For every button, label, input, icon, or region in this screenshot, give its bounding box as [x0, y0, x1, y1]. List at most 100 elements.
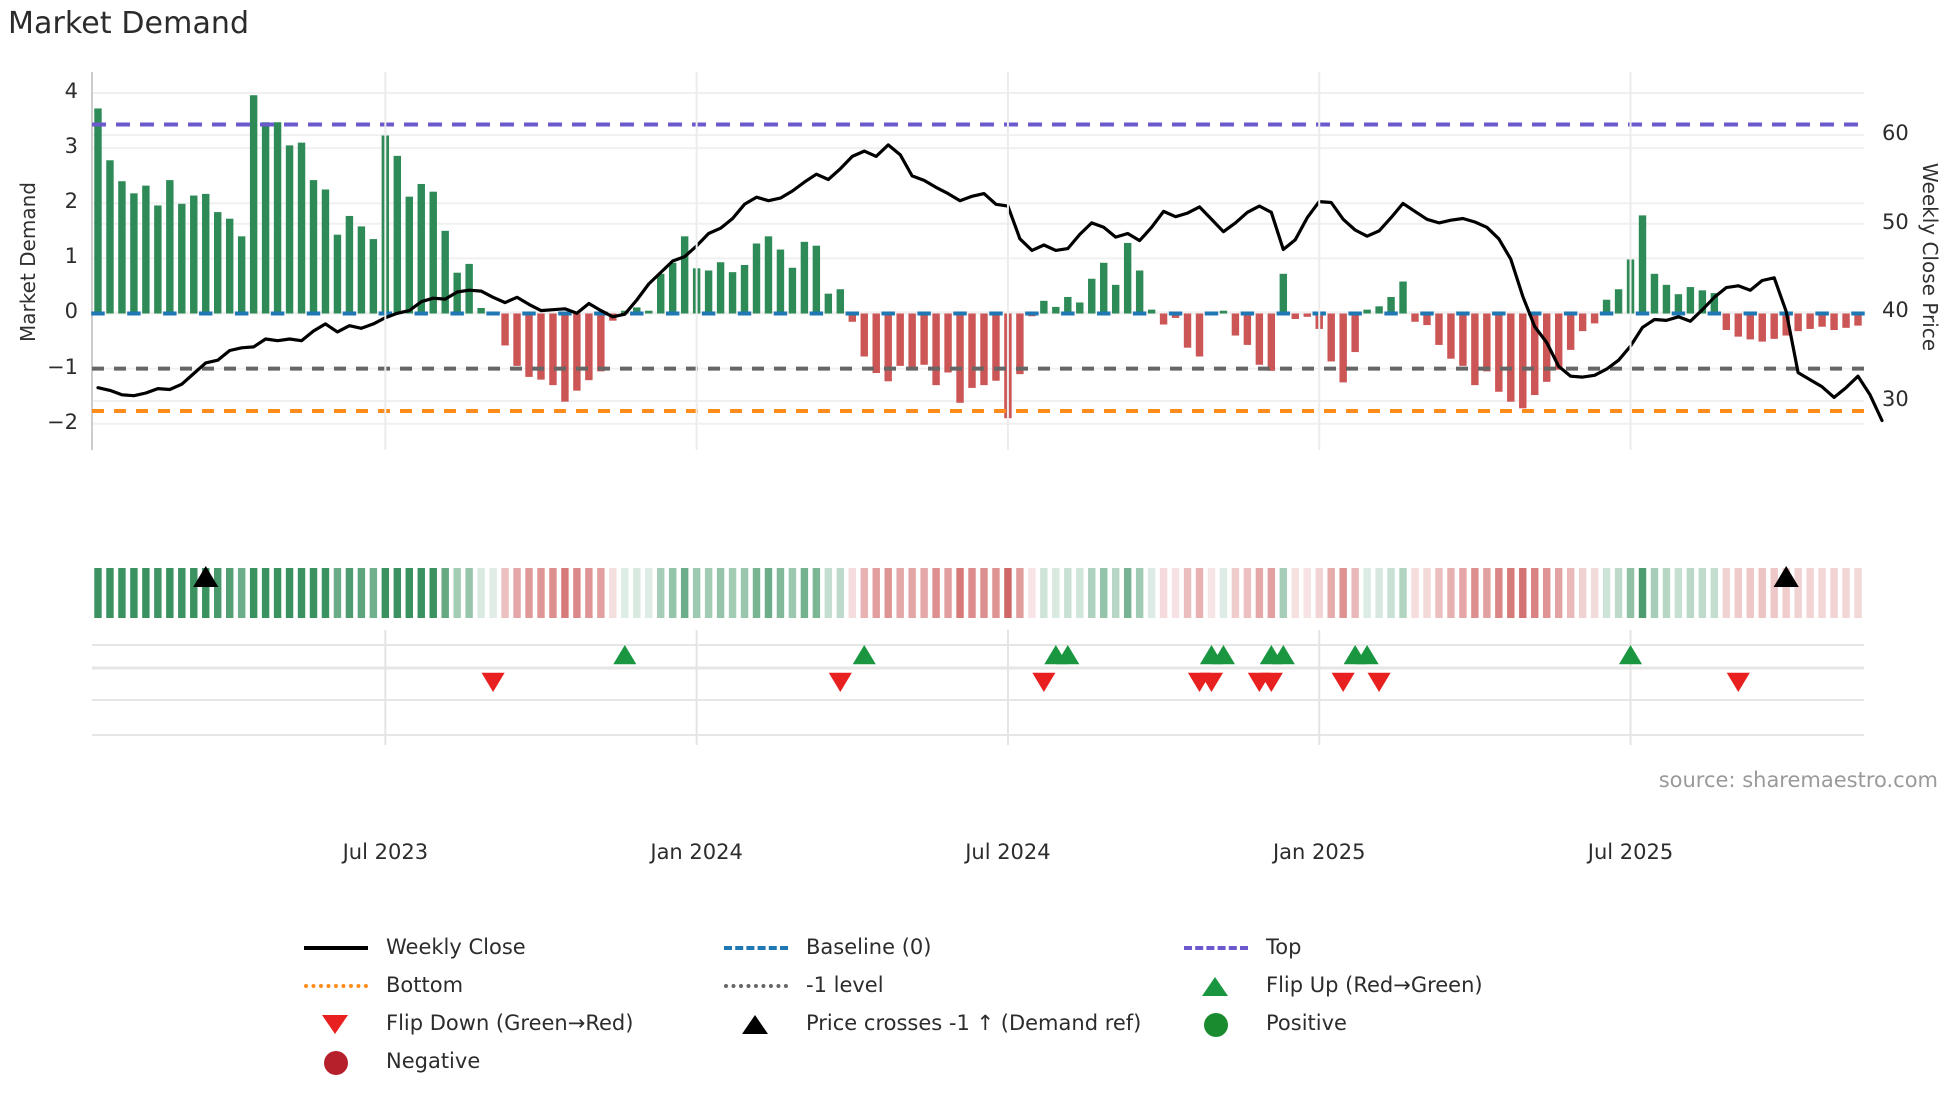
heatmap-cell — [800, 568, 809, 618]
heatmap-cell — [1686, 568, 1695, 618]
heatmap-cell — [190, 568, 198, 618]
heatmap-cell — [1064, 568, 1072, 618]
demand-bar — [369, 239, 378, 314]
heatmap-cell — [261, 568, 270, 618]
heatmap-cell — [1123, 568, 1132, 618]
demand-bar — [549, 313, 557, 386]
flip-up-marker — [613, 645, 637, 665]
heatmap-cell — [321, 568, 330, 618]
heatmap-cell — [1255, 568, 1264, 618]
heatmap-cell — [1830, 568, 1838, 618]
legend-label: Bottom — [386, 973, 464, 997]
demand-bar — [1770, 313, 1778, 339]
demand-bar — [285, 145, 294, 314]
y-tick-left: −1 — [47, 354, 78, 379]
heatmap-cell — [202, 568, 210, 618]
demand-bar — [261, 122, 270, 314]
flip-down-marker — [481, 672, 505, 692]
demand-bar — [561, 313, 569, 402]
legend-item[interactable]: Bottom — [300, 973, 720, 997]
heatmap-cell — [1531, 568, 1539, 618]
legend-label: Top — [1266, 935, 1302, 959]
legend-item[interactable]: Negative — [300, 1049, 720, 1075]
demand-bar — [1686, 287, 1695, 314]
heatmap-cell — [1734, 568, 1742, 618]
x-tick-label: Jul 2024 — [965, 840, 1051, 864]
heatmap-cell — [1159, 568, 1168, 618]
demand-bar — [800, 241, 809, 314]
legend-item[interactable]: Weekly Close — [300, 935, 720, 959]
heatmap-cell — [393, 568, 402, 618]
demand-bar — [776, 249, 785, 314]
heatmap-cell — [680, 568, 689, 618]
heatmap-cell — [1303, 568, 1311, 618]
demand-bar — [1231, 313, 1240, 336]
heatmap-cell — [1183, 568, 1192, 618]
heatmap-cell — [477, 568, 485, 618]
legend-item[interactable]: Flip Up (Red→Green) — [1180, 973, 1600, 997]
y-tick-left: 2 — [64, 189, 78, 214]
heatmap-cell — [549, 568, 557, 618]
demand-bar — [812, 245, 821, 314]
heatmap-cell — [908, 568, 916, 618]
demand-bar — [740, 264, 749, 314]
heatmap-cell — [489, 568, 497, 618]
demand-bar — [537, 313, 545, 380]
demand-bar — [704, 270, 713, 314]
demand-bar — [1255, 313, 1264, 365]
legend-line-dotted-icon — [304, 984, 368, 988]
price-cross-marker — [193, 566, 219, 587]
demand-bar — [1267, 313, 1276, 371]
demand-bar — [1219, 310, 1228, 314]
chart-legend: Weekly Close Baseline (0) Top Bottom -1 leve… — [300, 928, 1660, 1080]
demand-bar — [1578, 313, 1587, 332]
demand-bar — [1291, 313, 1299, 320]
y-tick-right: 40 — [1882, 298, 1909, 323]
demand-bar — [393, 155, 402, 314]
heatmap-cell — [1626, 568, 1635, 618]
demand-bar — [1471, 313, 1479, 386]
legend-item[interactable]: Top — [1180, 935, 1600, 959]
heatmap-cell — [1243, 568, 1252, 618]
demand-bar — [1614, 289, 1623, 314]
flip-up-marker — [1211, 645, 1235, 665]
demand-bar — [1830, 313, 1838, 331]
demand-bar — [848, 313, 856, 322]
heatmap-cell — [1614, 568, 1623, 618]
heatmap-cell — [106, 568, 114, 618]
demand-bar — [333, 234, 342, 314]
legend-circle-icon — [1204, 1013, 1228, 1037]
demand-bar — [1111, 284, 1120, 314]
heatmap-cell — [1638, 568, 1647, 618]
legend-item[interactable]: Price crosses -1 ↑ (Demand ref) — [720, 1011, 1180, 1035]
demand-bar — [1016, 313, 1024, 375]
demand-bar — [633, 307, 641, 314]
demand-bar — [1507, 313, 1515, 402]
demand-bar — [645, 310, 653, 314]
demand-bar — [1052, 306, 1060, 314]
heatmap-cell — [142, 568, 150, 618]
legend-item[interactable]: -1 level — [720, 973, 1180, 997]
demand-bar — [1339, 313, 1347, 383]
heatmap-cell — [118, 568, 126, 618]
heatmap-cell — [836, 568, 845, 618]
heatmap-cell — [130, 568, 138, 618]
heatmap-cell — [1698, 568, 1707, 618]
demand-bar — [860, 313, 868, 357]
legend-item[interactable]: Baseline (0) — [720, 935, 1180, 959]
legend-line-solid-icon — [304, 946, 368, 950]
flip-down-marker — [1259, 672, 1283, 692]
heatmap-cell — [788, 568, 797, 618]
heatmap-cell — [1818, 568, 1826, 618]
demand-bar — [573, 313, 581, 391]
heatmap-cell — [980, 568, 988, 618]
demand-heatmap-strip — [94, 568, 1862, 618]
legend-item[interactable]: Positive — [1180, 1011, 1600, 1037]
heatmap-cell — [752, 568, 761, 618]
heatmap-cell — [968, 568, 976, 618]
demand-bar — [896, 313, 904, 366]
legend-line-dotted-icon — [724, 984, 788, 988]
heatmap-cell — [345, 568, 354, 618]
heatmap-cell — [1195, 568, 1204, 618]
legend-item[interactable]: Flip Down (Green→Red) — [300, 1011, 720, 1035]
